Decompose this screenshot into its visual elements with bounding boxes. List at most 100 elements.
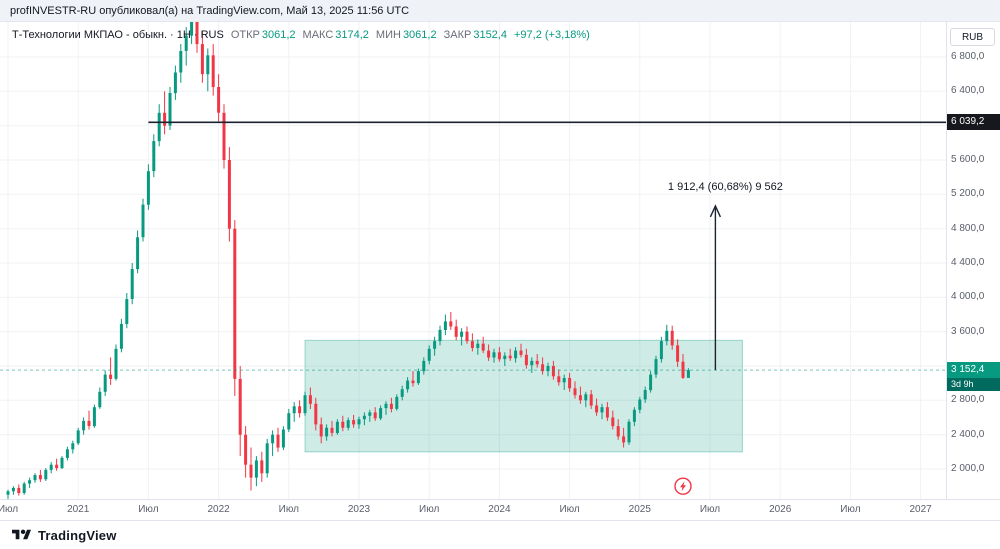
time-axis-label: Июл: [138, 504, 159, 515]
candle: [632, 407, 636, 427]
candle: [33, 473, 37, 483]
low-label: МИН: [375, 29, 401, 41]
open-value: 3061,2: [261, 29, 296, 41]
candle: [546, 362, 550, 377]
candle: [638, 396, 642, 414]
tradingview-logo-icon[interactable]: [12, 527, 31, 543]
candle: [616, 419, 620, 440]
candle: [55, 458, 59, 471]
candle: [141, 198, 145, 242]
publish-info-bar: profINVESTR-RU опубликовал(а) на Trading…: [0, 0, 1000, 22]
candle: [146, 164, 150, 210]
time-axis-label: Июл: [699, 504, 721, 515]
candle: [136, 230, 140, 274]
range-box[interactable]: [304, 339, 743, 453]
candle: [681, 354, 685, 379]
candle: [125, 293, 129, 329]
price-axis-label: 5 600,0: [951, 154, 985, 165]
candle: [589, 390, 593, 409]
chart-legend: Т-Технологии МКПАО - обыкн. · 1Н · RUS О…: [12, 29, 590, 41]
candle: [222, 104, 226, 169]
candle: [362, 412, 366, 426]
tradingview-brand-text[interactable]: TradingView: [38, 527, 117, 543]
time-axis-label: Июл: [278, 504, 299, 515]
candle: [400, 385, 404, 401]
candle: [49, 462, 53, 474]
candle: [530, 357, 534, 373]
change-value: +97,2 (+3,18%): [513, 29, 590, 41]
candle: [384, 401, 388, 415]
candle: [249, 447, 253, 491]
candlestick-chart[interactable]: 1 912,4 (60,68%) 9 562: [0, 0, 947, 520]
time-axis-label: 2025: [628, 504, 651, 515]
candle: [82, 417, 86, 435]
candle: [535, 354, 539, 368]
candle: [395, 394, 399, 411]
price-axis-label: 3 600,0: [951, 325, 985, 337]
price-axis-label: 2 000,0: [951, 463, 985, 474]
candle: [98, 387, 102, 409]
candle: [227, 147, 231, 242]
price-axis[interactable]: RUB 6 800,0 6 400,0 5 600,0 5 200,0 4 800,0 4…: [946, 22, 1000, 500]
candle: [373, 407, 377, 421]
price-axis-label: 4 000,0: [951, 291, 985, 303]
candle: [65, 446, 69, 461]
close-value: 3152,4: [473, 29, 507, 41]
candle: [470, 333, 474, 352]
candle: [443, 314, 447, 336]
candle: [130, 263, 134, 305]
candle: [352, 414, 356, 428]
candle: [76, 427, 80, 445]
candle: [184, 27, 188, 66]
time-axis-label: 2027: [909, 504, 932, 515]
candle: [524, 348, 528, 369]
candle: [676, 339, 680, 367]
candle: [319, 417, 323, 444]
price-range-label: 1 912,4 (60,68%) 9 562: [668, 181, 783, 193]
candle: [109, 357, 113, 385]
candle: [163, 91, 167, 135]
candle: [508, 348, 512, 361]
candle: [11, 486, 15, 495]
candle: [368, 409, 372, 422]
candle: [114, 344, 118, 381]
candle: [71, 440, 75, 454]
candle: [573, 381, 577, 399]
legend-open: ОТКР 3061,2: [231, 29, 296, 41]
candle: [44, 468, 48, 481]
candle: [649, 371, 653, 393]
open-label: ОТКР: [230, 29, 260, 41]
currency-button[interactable]: RUB: [950, 28, 995, 46]
time-axis-label: 2024: [488, 504, 511, 515]
candle: [476, 339, 480, 355]
time-axis[interactable]: Июл 2021 Июл 2022 Июл 2023 Июл 2024 Июл 2025 Июл 20…: [0, 499, 1000, 520]
candle: [238, 366, 242, 457]
bar-countdown-label: 3d 9h: [947, 378, 1000, 392]
time-axis-label: 2026: [769, 504, 792, 515]
candle: [292, 402, 296, 422]
event-lightning-icon[interactable]: [674, 477, 692, 495]
candle: [287, 408, 291, 433]
candle: [433, 336, 437, 356]
candle: [465, 326, 469, 344]
candle: [438, 325, 442, 346]
chart-pane[interactable]: 1 912,4 (60,68%) 9 562: [0, 0, 947, 520]
candle: [173, 65, 177, 100]
candle: [6, 489, 10, 499]
candle: [411, 371, 415, 387]
candle: [357, 416, 361, 429]
publish-info-text: profINVESTR-RU опубликовал(а) на Trading…: [10, 5, 410, 17]
candle: [659, 336, 663, 363]
candle: [460, 328, 464, 346]
time-axis-label: Июл: [840, 504, 861, 515]
candle: [303, 391, 307, 416]
symbol-title[interactable]: Т-Технологии МКПАО - обыкн. · 1Н · RUS: [12, 29, 224, 41]
price-axis-label: 2 400,0: [951, 428, 985, 440]
high-value: 3174,2: [335, 29, 369, 41]
candle: [335, 419, 339, 435]
projection-arrow[interactable]: 1 912,4 (60,68%) 9 562: [668, 181, 783, 371]
candle: [28, 477, 32, 488]
candle: [389, 397, 393, 413]
candle: [514, 347, 518, 363]
